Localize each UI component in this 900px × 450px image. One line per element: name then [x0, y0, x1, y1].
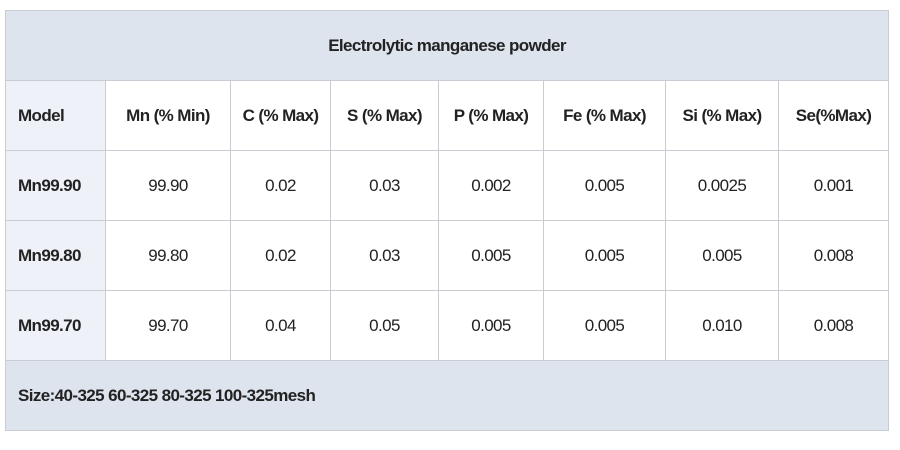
model-cell: Mn99.70 [5, 290, 106, 361]
model-cell: Mn99.90 [5, 150, 106, 221]
value-cell: 0.005 [543, 290, 666, 361]
value-cell: 0.02 [230, 220, 331, 291]
header-row: Model Mn (% Min) C (% Max) S (% Max) P (% Ma… [5, 80, 890, 151]
value-cell: 0.05 [330, 290, 439, 361]
value-cell: 0.008 [777, 290, 890, 361]
value-cell: 0.03 [330, 220, 439, 291]
spec-table: Electrolytic manganese powder Model Mn (%… [4, 10, 890, 431]
column-header: Model [5, 80, 106, 151]
value-cell: 0.03 [330, 150, 439, 221]
title-row: Electrolytic manganese powder [4, 10, 890, 81]
data-row: Mn99.70 99.70 0.04 0.05 0.005 0.005 0.010 0.008 [5, 290, 890, 361]
column-header: Se(%Max) [777, 80, 890, 151]
value-cell: 0.005 [543, 150, 666, 221]
table-title: Electrolytic manganese powder [4, 10, 890, 81]
column-header: C (% Max) [230, 80, 331, 151]
table-body: Mn99.90 99.90 0.02 0.03 0.002 0.005 0.0025 0.00… [5, 150, 890, 361]
table-container: Electrolytic manganese powder Model Mn (%… [4, 10, 890, 431]
column-header: P (% Max) [438, 80, 544, 151]
value-cell: 0.005 [543, 220, 666, 291]
value-cell: 99.80 [105, 220, 231, 291]
column-header: S (% Max) [330, 80, 439, 151]
value-cell: 0.008 [777, 220, 890, 291]
value-cell: 0.005 [438, 290, 544, 361]
footer-note: Size:40-325 60-325 80-325 100-325mesh [4, 360, 890, 431]
value-cell: 0.001 [777, 150, 890, 221]
value-cell: 0.005 [665, 220, 779, 291]
value-cell: 0.04 [230, 290, 331, 361]
column-header: Fe (% Max) [543, 80, 666, 151]
value-cell: 0.002 [438, 150, 544, 221]
value-cell: 0.005 [438, 220, 544, 291]
data-row: Mn99.90 99.90 0.02 0.03 0.002 0.005 0.0025 0.00… [5, 150, 890, 221]
footer-row: Size:40-325 60-325 80-325 100-325mesh [4, 360, 890, 431]
value-cell: 0.0025 [665, 150, 779, 221]
value-cell: 99.90 [105, 150, 231, 221]
value-cell: 0.02 [230, 150, 331, 221]
value-cell: 99.70 [105, 290, 231, 361]
data-row: Mn99.80 99.80 0.02 0.03 0.005 0.005 0.005 0.008 [5, 220, 890, 291]
value-cell: 0.010 [665, 290, 779, 361]
column-header: Si (% Max) [665, 80, 779, 151]
column-header: Mn (% Min) [105, 80, 231, 151]
model-cell: Mn99.80 [5, 220, 106, 291]
